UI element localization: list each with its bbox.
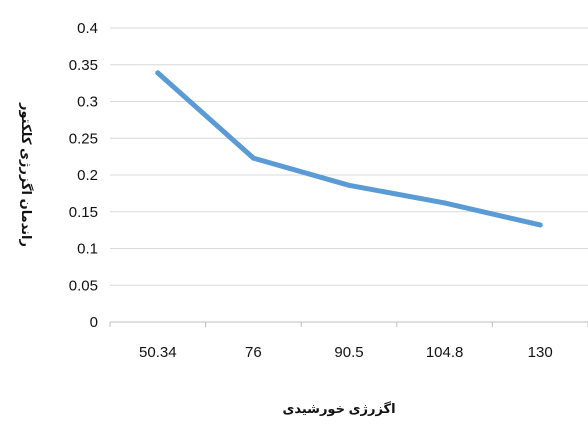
y-tick-label: 0.25 — [69, 130, 98, 147]
y-tick-label: 0.1 — [77, 241, 98, 258]
x-tick-label: 104.8 — [426, 344, 464, 361]
x-tick-label: 90.5 — [334, 344, 363, 361]
data-point — [537, 222, 543, 228]
data-point — [346, 182, 352, 188]
x-tick-label: 76 — [245, 344, 262, 361]
y-tick-label: 0.3 — [77, 94, 98, 111]
tick-labels: 0 0.05 0.1 0.15 0.2 0.25 0.3 0.35 0.4 50.34 76 90.5… — [69, 20, 553, 361]
gridlines — [110, 27, 588, 286]
axes — [109, 321, 588, 327]
x-tick-label: 50.34 — [139, 344, 177, 361]
data-point — [250, 155, 256, 161]
data-point — [442, 200, 448, 206]
data-point — [155, 70, 161, 76]
y-tick-label: 0.2 — [77, 167, 98, 184]
y-tick-label: 0.4 — [77, 20, 98, 37]
x-tick-label: 130 — [528, 344, 553, 361]
series-line — [155, 70, 543, 228]
y-tick-label: 0.35 — [69, 57, 98, 74]
y-axis-title: راندمان اگزرژی کلکتور — [19, 102, 34, 247]
y-tick-label: 0 — [90, 314, 98, 331]
series-lines — [155, 70, 543, 228]
x-axis-title: اگزرژی خورشیدی — [282, 401, 395, 416]
y-tick-label: 0.15 — [69, 204, 98, 221]
y-tick-label: 0.05 — [69, 277, 98, 294]
